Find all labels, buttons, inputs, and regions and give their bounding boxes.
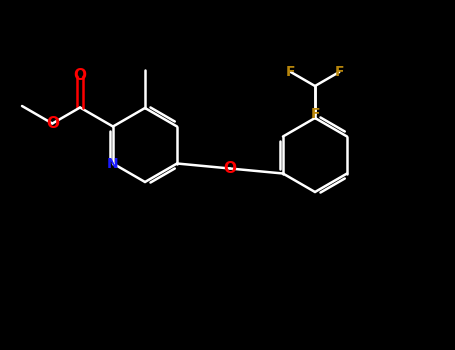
Text: F: F <box>334 65 344 79</box>
Text: O: O <box>223 161 237 176</box>
Text: F: F <box>310 107 320 121</box>
Text: F: F <box>286 65 295 79</box>
Text: N: N <box>107 156 119 170</box>
Text: O: O <box>74 68 86 83</box>
Text: O: O <box>46 116 59 131</box>
